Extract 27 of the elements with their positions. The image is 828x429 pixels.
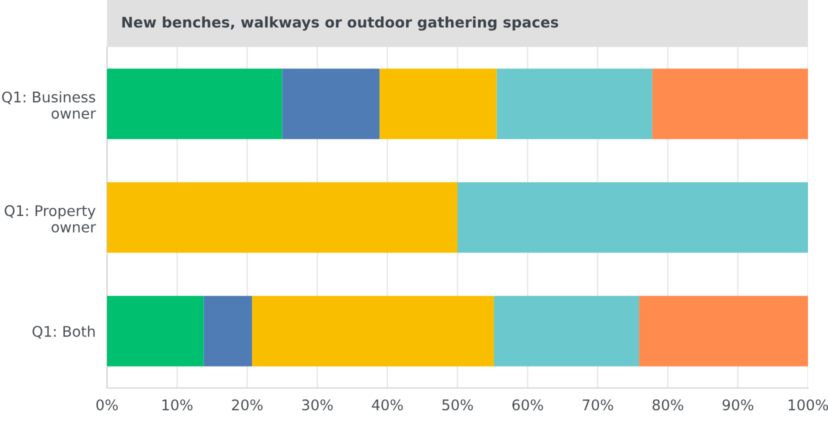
x-tick-label: 90%	[722, 399, 754, 410]
bar	[282, 68, 380, 140]
bar	[494, 296, 640, 366]
x-tick-label: 70%	[582, 399, 614, 410]
bar	[639, 296, 808, 366]
x-tick-label: 0%	[96, 399, 118, 410]
x-tick-label: 10%	[162, 399, 192, 410]
bar	[496, 68, 652, 140]
bar	[107, 182, 458, 253]
x-tick-label: 80%	[652, 399, 684, 410]
bar	[652, 68, 808, 140]
bar	[107, 68, 282, 140]
bar	[380, 68, 497, 140]
bar	[107, 296, 204, 366]
x-tick-label: 60%	[512, 399, 543, 410]
y-tick-label: Q1: Business owner	[2, 91, 96, 119]
chart-title: New benches, walkways or outdoor gathering spaces	[122, 16, 558, 31]
x-tick-label: 40%	[372, 399, 403, 410]
y-tick-label: Q1: Both	[32, 326, 95, 339]
x-tick-label: 100%	[788, 399, 828, 410]
x-tick-label: 30%	[302, 399, 333, 410]
x-tick-label: 20%	[232, 399, 263, 410]
bar	[204, 296, 252, 366]
y-tick-label: Q1: Property owner	[4, 205, 96, 233]
bar	[458, 182, 808, 253]
x-tick-label: 50%	[442, 399, 473, 410]
bar	[252, 296, 494, 366]
